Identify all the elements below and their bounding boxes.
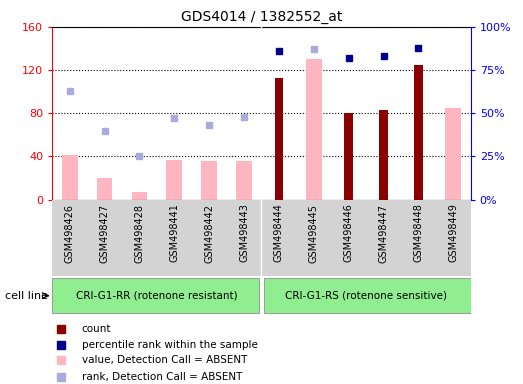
Bar	[166, 160, 182, 200]
Text: GSM498448: GSM498448	[413, 204, 424, 262]
Bar	[201, 161, 217, 200]
Text: CRI-G1-RR (rotenone resistant): CRI-G1-RR (rotenone resistant)	[76, 291, 238, 301]
Bar	[132, 192, 147, 200]
FancyBboxPatch shape	[264, 278, 471, 313]
Title: GDS4014 / 1382552_at: GDS4014 / 1382552_at	[181, 10, 342, 25]
Text: cell line: cell line	[5, 291, 48, 301]
Text: GSM498428: GSM498428	[134, 204, 144, 263]
Bar	[306, 59, 322, 200]
Bar	[236, 161, 252, 200]
Bar	[344, 113, 353, 200]
Text: GSM498447: GSM498447	[379, 204, 389, 263]
Text: GSM498442: GSM498442	[204, 204, 214, 263]
Text: GSM498443: GSM498443	[239, 204, 249, 262]
Text: value, Detection Call = ABSENT: value, Detection Call = ABSENT	[82, 356, 247, 366]
Bar	[275, 78, 283, 200]
Bar	[379, 110, 388, 200]
Text: GSM498426: GSM498426	[65, 204, 75, 263]
Bar	[414, 65, 423, 200]
Text: percentile rank within the sample: percentile rank within the sample	[82, 339, 257, 349]
Text: GSM498427: GSM498427	[99, 204, 110, 263]
Text: GSM498449: GSM498449	[448, 204, 458, 262]
Text: GSM498441: GSM498441	[169, 204, 179, 262]
FancyBboxPatch shape	[52, 278, 259, 313]
Text: rank, Detection Call = ABSENT: rank, Detection Call = ABSENT	[82, 372, 242, 382]
Text: GSM498444: GSM498444	[274, 204, 284, 262]
Text: GSM498445: GSM498445	[309, 204, 319, 263]
Text: count: count	[82, 324, 111, 334]
Text: CRI-G1-RS (rotenone sensitive): CRI-G1-RS (rotenone sensitive)	[285, 291, 447, 301]
Bar	[446, 108, 461, 200]
Text: GSM498446: GSM498446	[344, 204, 354, 262]
Bar	[62, 156, 77, 200]
Bar	[97, 178, 112, 200]
